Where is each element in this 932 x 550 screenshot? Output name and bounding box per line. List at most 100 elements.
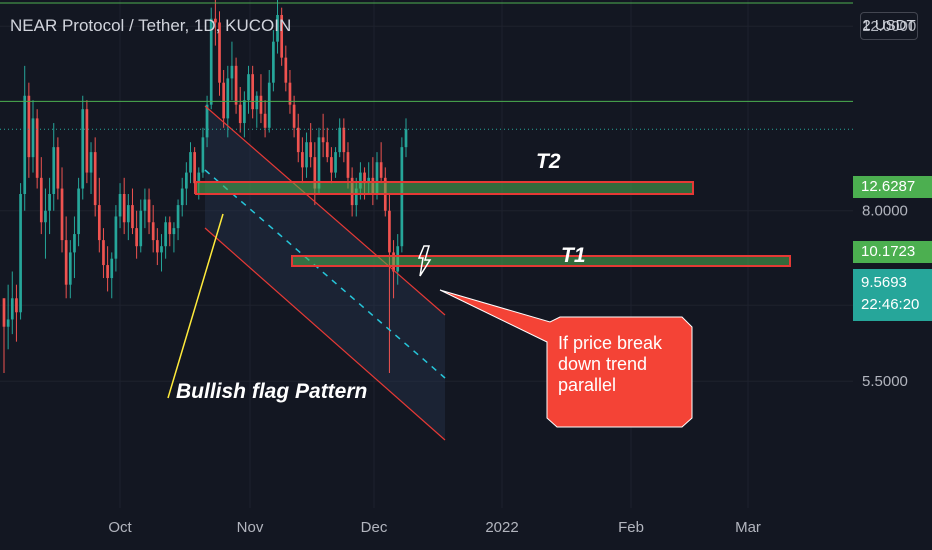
candle-body [10,298,14,320]
candle-body [135,228,138,247]
callout-bubble[interactable] [439,289,693,428]
level-t2-price-tag: 12.6287 [853,176,932,198]
candle [214,0,217,46]
candle [48,177,51,235]
candle [193,147,196,194]
candle [346,142,350,189]
zone-t2-box[interactable] [195,181,694,195]
unit-prefix: 2 [862,17,871,34]
candle [404,118,408,158]
candle-body [284,57,288,83]
candle-body [151,222,155,241]
x-tick-label: 2022 [485,519,518,536]
candle [89,142,93,194]
current-price-value: 9.5693 [861,274,907,291]
candle [255,91,259,128]
x-tick-label: Dec [361,519,388,536]
candle [180,177,184,217]
candle [97,177,101,253]
candle [172,222,176,253]
x-tick-label: Feb [618,519,644,536]
horizontal-levels [0,2,853,102]
level-t1-price-tag: 10.1723 [853,241,932,263]
zone-t1-box[interactable] [291,255,791,267]
candle-body [342,127,346,153]
candle-body [31,118,35,158]
candle [139,199,143,253]
countdown-timer: 22:46:20 [861,296,920,313]
candle [151,205,155,253]
candle-body [155,240,159,253]
candle [296,113,300,163]
candle-body [35,118,39,178]
candle-body [73,234,76,253]
candle [44,188,47,259]
candle [15,284,18,342]
candle [56,137,60,200]
candle-body [247,74,250,101]
current-price-tag: 9.5693 22:46:20 [853,269,932,321]
grid-lines [0,0,853,508]
candle [110,252,114,299]
candle-body [313,157,317,189]
candle [126,193,130,241]
candle-body [89,152,93,173]
candle [164,216,167,259]
candle-body [354,188,358,206]
candle [272,30,275,92]
candle-body [64,240,68,285]
candle [238,86,242,133]
currency-selector[interactable]: 2 USDT [860,12,918,40]
candle-body [243,100,246,124]
candle [276,0,279,54]
candle-body [309,142,313,158]
candle [280,7,284,66]
candle [334,147,337,178]
y-tick-label: 5.5000 [862,373,908,390]
candle [321,113,325,158]
channel-lower-line[interactable] [204,227,446,441]
candle-body [185,172,188,189]
candle [147,188,151,235]
candle-body [52,147,56,194]
candle [60,167,64,253]
candle [292,95,296,138]
candle-body [259,95,263,114]
candle-body [180,188,184,206]
candle [93,137,97,217]
target-t1-label: T1 [561,244,586,267]
candle-body [44,210,47,223]
candle [35,109,39,189]
candle-body [379,162,383,178]
candle-body [205,104,209,138]
channel-midline[interactable] [204,169,446,379]
candle-body [176,205,180,229]
candle [288,69,292,114]
candle-body [400,147,404,247]
candle [201,127,205,178]
candle-body [85,109,89,173]
candle [31,100,35,173]
candle-body [296,127,300,153]
candle [313,142,317,206]
candle-body [172,228,176,235]
channel-upper-line[interactable] [204,105,446,316]
candle [68,240,72,299]
candle [330,147,333,184]
candle [73,216,76,279]
flag-pole-line[interactable] [167,213,224,399]
candle [230,41,234,101]
candle [342,118,346,163]
candle [251,65,255,119]
candle [338,118,342,158]
candle-body [102,240,105,266]
candle [218,11,221,96]
x-axis: Oct Nov Dec 2022 Feb Mar [108,519,761,536]
candle-body [359,172,362,189]
y-tick-label: 12.0000 [862,18,916,35]
candle-body [363,172,366,184]
candle [222,69,225,128]
candle [106,246,109,292]
candle-body [209,18,213,105]
